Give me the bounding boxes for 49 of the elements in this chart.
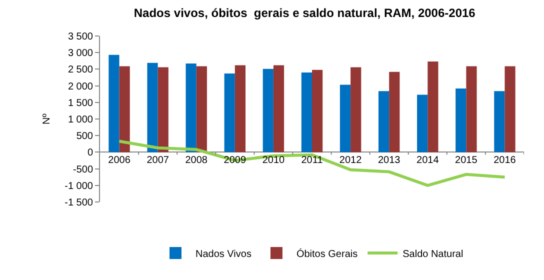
- bar: [186, 64, 196, 152]
- x-tick-label: 2008: [185, 155, 208, 166]
- bar: [428, 62, 438, 152]
- y-tick-label: -1 000: [64, 180, 94, 192]
- y-tick-label: 500: [76, 131, 94, 142]
- y-tick-label: 3 500: [68, 32, 94, 42]
- bar: [312, 70, 323, 152]
- y-tick-label: 1 500: [68, 98, 94, 109]
- bar: [456, 88, 466, 152]
- bar: [378, 91, 390, 152]
- bar: [350, 67, 362, 152]
- bar: [504, 66, 516, 152]
- y-tick-label: 2 500: [68, 64, 94, 76]
- y-tick-label: -500: [72, 164, 94, 176]
- bar: [273, 65, 284, 152]
- bar: [234, 65, 246, 152]
- bar: [340, 84, 351, 152]
- x-tick-label: 2009: [224, 155, 246, 166]
- bar: [417, 94, 428, 152]
- legend-label: Saldo Natural: [402, 248, 464, 260]
- bar: [119, 66, 130, 152]
- y-tick-label: -1 500: [64, 198, 94, 208]
- x-tick-label: 2012: [339, 155, 362, 166]
- y-tick-label: 0: [87, 148, 94, 159]
- x-tick-label: 2016: [494, 155, 516, 166]
- legend-label: Óbitos Gerais: [296, 248, 358, 260]
- bar: [158, 67, 168, 152]
- legend-label: Nados Vivos: [196, 248, 252, 260]
- x-tick-label: 2007: [146, 155, 170, 166]
- bar: [224, 74, 235, 152]
- bar: [147, 62, 158, 152]
- bar: [389, 72, 400, 152]
- bar: [466, 66, 477, 152]
- x-tick-label: 2010: [262, 155, 286, 166]
- bar: [494, 91, 505, 152]
- y-axis-title: Nº: [42, 113, 53, 124]
- chart-title: Nados vivos, óbitos gerais e saldo natural, RAM, 2006-2016: [134, 6, 476, 20]
- y-tick-label: 3 000: [68, 48, 94, 60]
- x-tick-label: 2011: [301, 155, 324, 166]
- y-tick-label: 1 000: [68, 114, 94, 126]
- x-tick-label: 2013: [378, 155, 401, 166]
- bar: [196, 66, 207, 152]
- bar: [301, 72, 312, 152]
- x-tick-label: 2015: [455, 155, 478, 166]
- x-tick-label: 2014: [416, 155, 440, 166]
- x-tick-label: 2006: [108, 155, 131, 166]
- bar: [108, 54, 120, 152]
- y-tick-label: 2 000: [68, 81, 94, 92]
- bar: [262, 68, 274, 152]
